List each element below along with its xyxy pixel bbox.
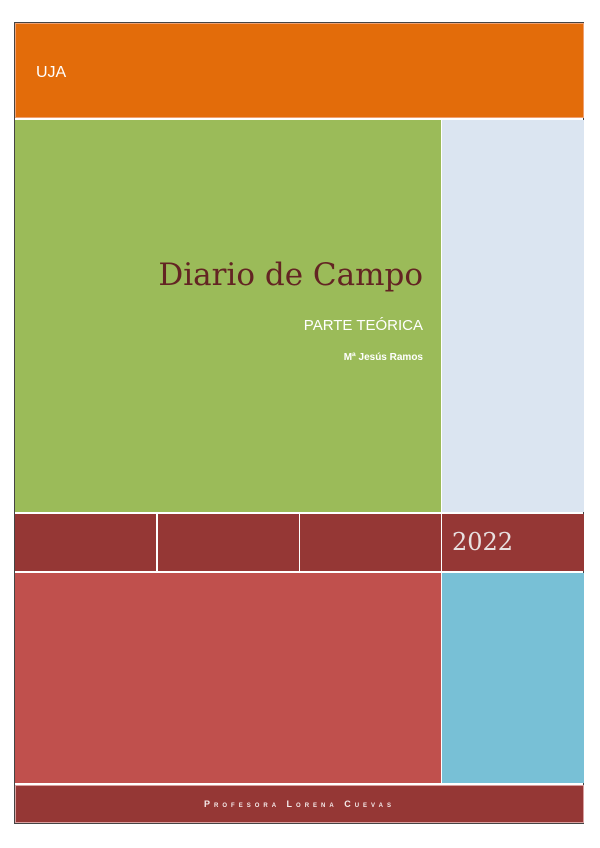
- band-cell: [300, 514, 441, 571]
- document-author: Mª Jesús Ramos: [343, 352, 423, 363]
- footer-band: Profesora Lorena Cuevas: [15, 785, 584, 823]
- year-cell: 2022: [442, 514, 584, 571]
- title-panel: Diario de Campo PARTE TEÓRICA Mª Jesús R…: [15, 120, 441, 512]
- lower-panel: [15, 573, 441, 783]
- lower-side-panel: [442, 573, 584, 783]
- side-panel: [442, 120, 584, 512]
- document-title: Diario de Campo: [158, 257, 423, 293]
- document-subtitle: PARTE TEÓRICA: [303, 317, 423, 334]
- band-cell: [158, 514, 299, 571]
- header-band: UJA: [15, 23, 584, 118]
- band-cell: [15, 514, 156, 571]
- year-label: 2022: [452, 528, 514, 556]
- institution-label: UJA: [36, 64, 67, 81]
- professor-label: Profesora Lorena Cuevas: [204, 799, 395, 809]
